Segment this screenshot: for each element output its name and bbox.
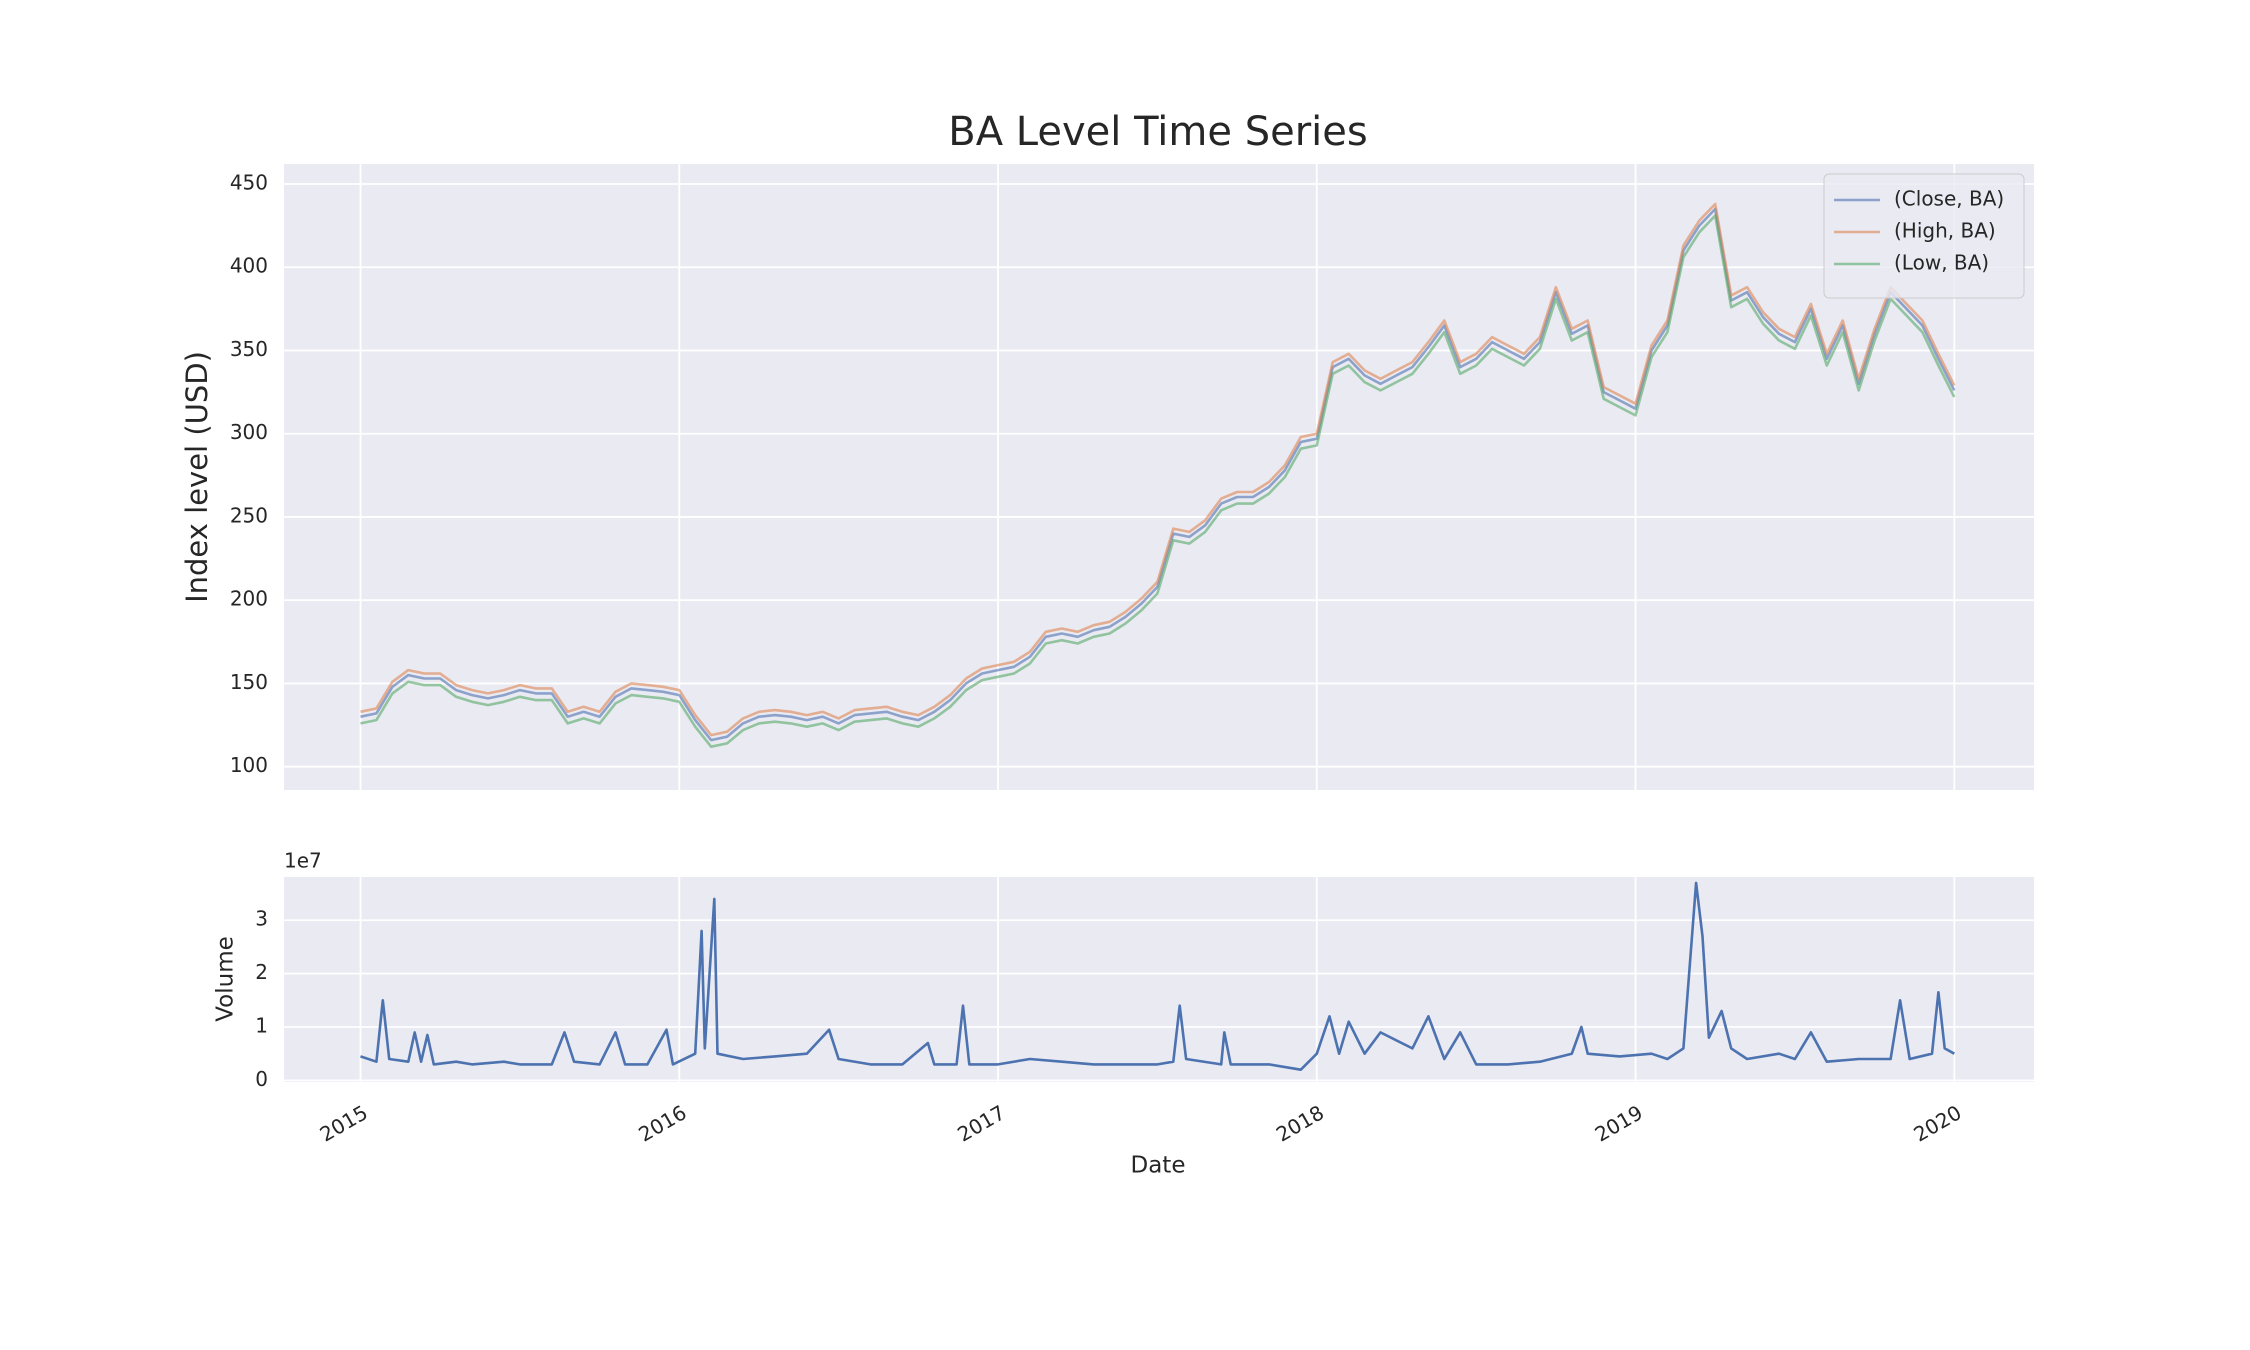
y-tick-label: 100 (230, 753, 268, 777)
legend-label: (Close, BA) (1894, 187, 2004, 211)
y-tick-label: 300 (230, 420, 268, 444)
x-tick-label: 2018 (1272, 1100, 1328, 1146)
series-line (360, 881, 1955, 1071)
plot-area (284, 877, 2034, 1082)
y-tick-label: 250 (230, 503, 268, 527)
series-line (360, 202, 1956, 737)
chart-title: BA Level Time Series (948, 109, 1367, 155)
legend-label: (Low, BA) (1894, 251, 1989, 275)
series-line (360, 207, 1956, 742)
y-tick-label: 3 (255, 907, 268, 931)
x-axis-label: Date (1131, 1153, 1186, 1179)
offset-label: 1e7 (284, 849, 322, 873)
x-tick-label: 2016 (634, 1100, 690, 1146)
legend (1823, 173, 2025, 299)
y-tick-label: 1 (255, 1014, 268, 1038)
x-tick-label: 2020 (1909, 1100, 1965, 1146)
y-tick-label: 350 (230, 337, 268, 361)
legend-label: (High, BA) (1894, 219, 1996, 243)
x-tick-label: 2019 (1591, 1100, 1647, 1146)
y-axis-label: Index level (USD) (180, 351, 214, 603)
x-tick-label: 2017 (953, 1100, 1009, 1146)
y-tick-label: 150 (230, 670, 268, 694)
y-tick-label: 450 (230, 170, 268, 194)
y-tick-label: 200 (230, 587, 268, 611)
y-tick-label: 0 (255, 1067, 268, 1091)
y-tick-label: 2 (255, 960, 268, 984)
x-tick-label: 2015 (316, 1100, 372, 1146)
plot-area (284, 164, 2034, 790)
y-axis-label: Volume (213, 936, 239, 1022)
series-line (360, 214, 1956, 749)
y-tick-label: 400 (230, 254, 268, 278)
